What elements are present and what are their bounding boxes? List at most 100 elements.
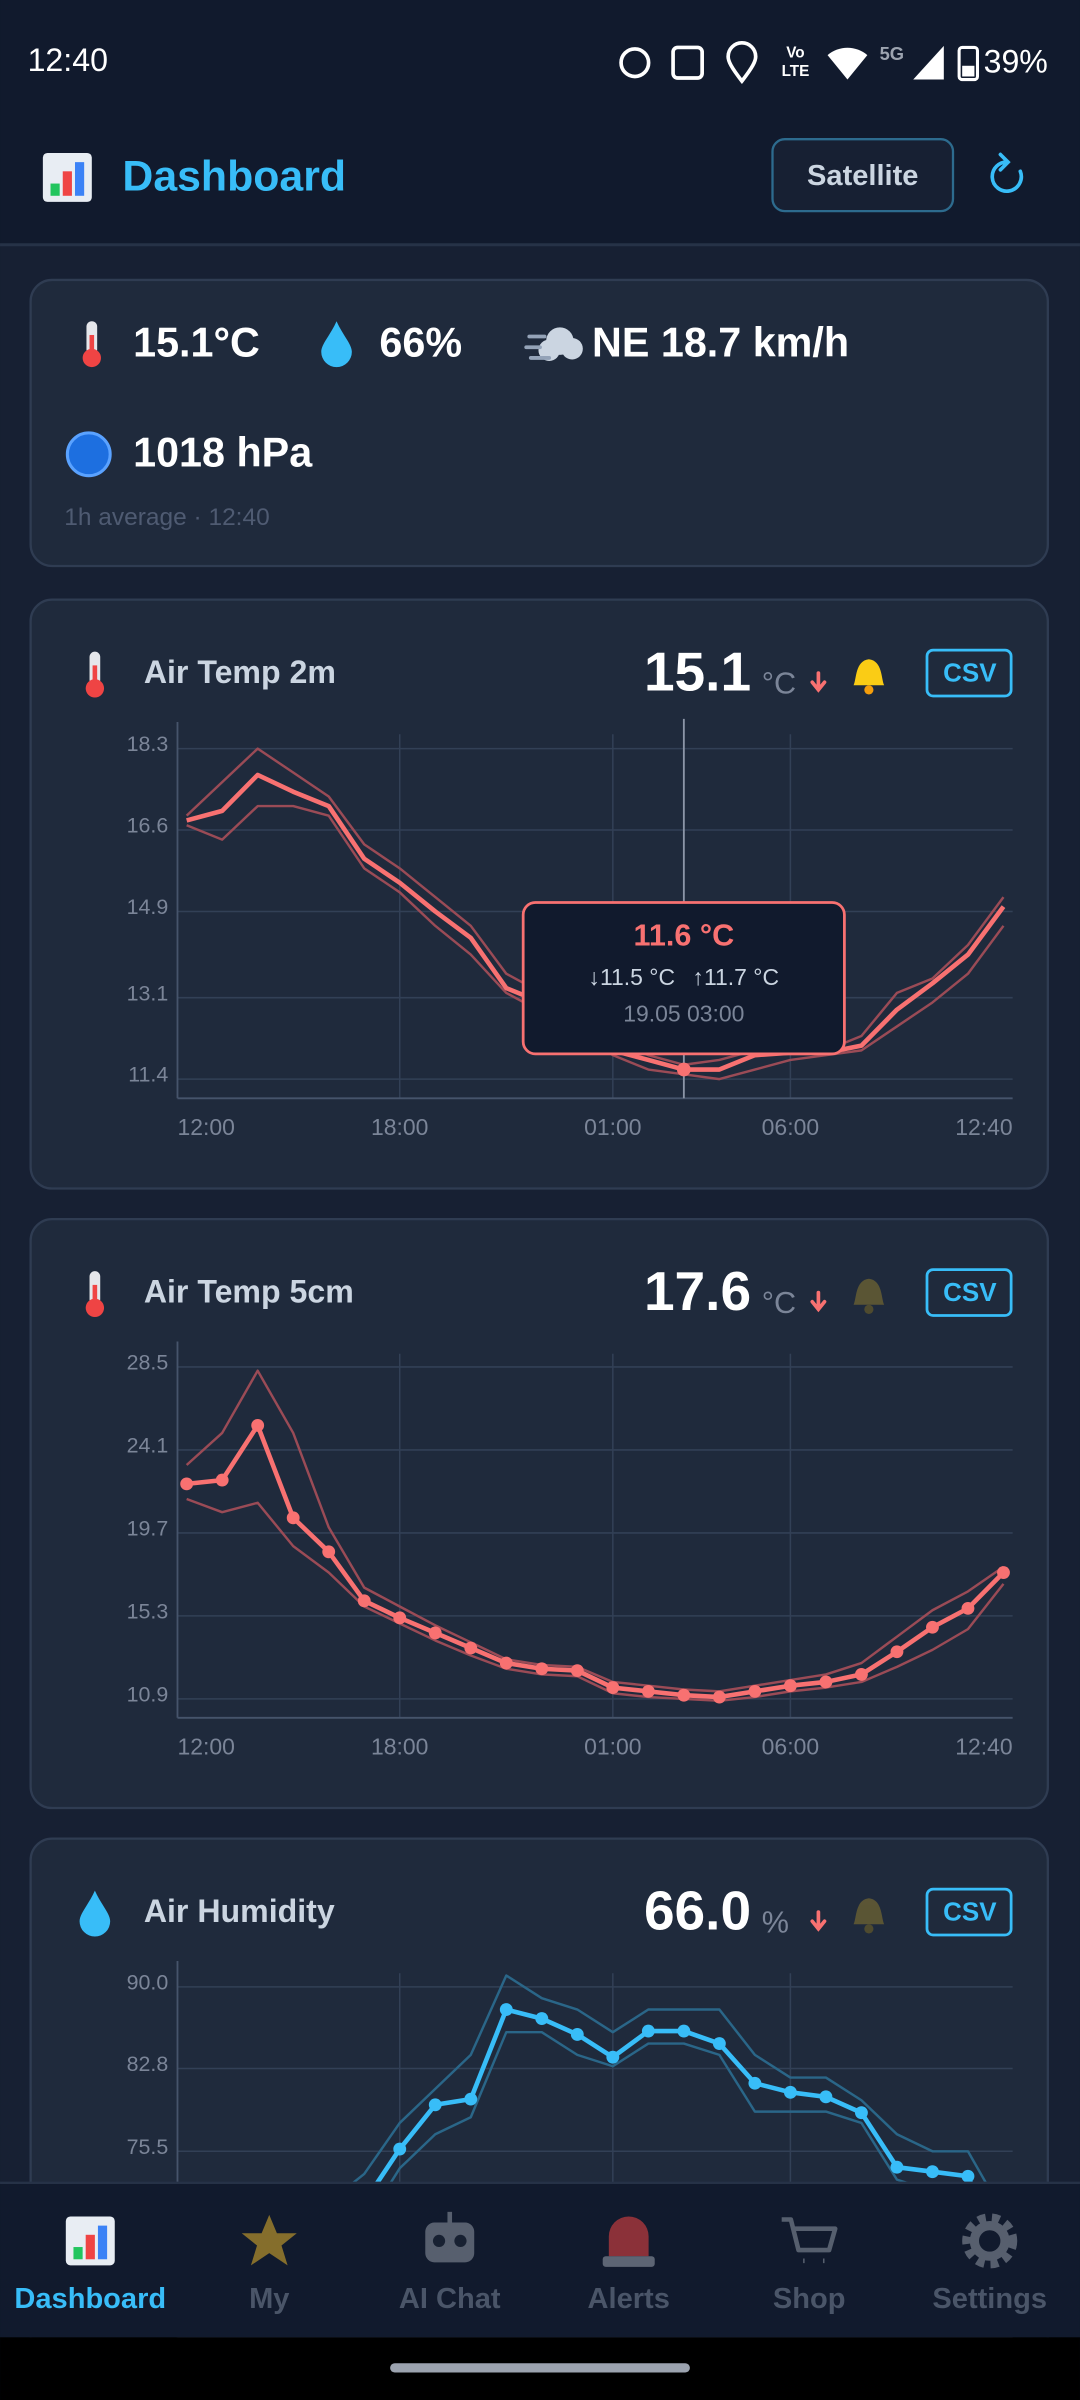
nav-item[interactable]: My — [241, 2214, 297, 2315]
bell-clapper — [864, 1304, 874, 1314]
cloud — [538, 339, 560, 361]
icon-bar — [62, 171, 72, 196]
csv-button[interactable]: CSV — [925, 1268, 1013, 1317]
button-label: CSV — [943, 657, 997, 687]
point — [926, 1620, 939, 1634]
tooltip-max: ↑11.7 °C — [693, 964, 780, 990]
range-line — [185, 1369, 1005, 1693]
nav-item[interactable]: Dashboard — [14, 2216, 166, 2315]
robot-head — [425, 2222, 475, 2263]
robot-icon — [425, 2211, 475, 2263]
bell — [853, 1278, 885, 1314]
y-tick-label: 13.1 — [127, 981, 169, 1005]
icon-bar — [97, 2225, 108, 2260]
volte: LTE — [782, 63, 810, 80]
point — [961, 1601, 975, 1615]
bell-body — [853, 1278, 885, 1305]
nav-item[interactable]: Shop — [773, 2217, 846, 2316]
point — [535, 2012, 549, 2026]
bell-clapper — [864, 685, 874, 695]
nav-label: AI Chat — [399, 2283, 501, 2315]
battery-icon — [957, 45, 980, 82]
gear-icon — [962, 2213, 1018, 2269]
nav-item[interactable]: AI Chat — [399, 2211, 501, 2315]
tooltip-time: 19.05 03:00 — [623, 1001, 744, 1027]
nav-label: Alerts — [588, 2283, 670, 2315]
summary-note: 1h average · 12:40 — [64, 504, 269, 531]
point — [641, 1684, 655, 1698]
trend-down — [810, 1290, 827, 1313]
trend-down — [810, 1910, 827, 1932]
nfc-icon — [671, 45, 704, 80]
unit: °C — [762, 1286, 796, 1320]
battery-percent: 39% — [984, 44, 1048, 80]
summary-value: 66% — [379, 320, 462, 366]
point — [428, 2098, 442, 2112]
plot: 28.5 24.1 19.7 15.3 10.9 12:00 18:00 01:00 06:00… — [127, 1341, 1013, 1759]
point — [322, 1545, 336, 1559]
y-tick-label: 28.5 — [127, 1351, 169, 1375]
x-tick-label: 06:00 — [762, 1733, 819, 1759]
point — [570, 2028, 584, 2041]
location-icon — [726, 41, 758, 85]
card-title: Air Humidity — [144, 1893, 335, 1929]
csv-button[interactable]: CSV — [925, 1887, 1013, 1937]
nav-bar — [0, 2182, 1080, 2338]
gear-body — [969, 2221, 1010, 2261]
drop — [79, 1890, 111, 1937]
current-value: 15.1 — [644, 641, 751, 703]
thermo-bulb — [82, 348, 101, 368]
header: Dashboard Satellite — [42, 138, 1024, 213]
icon-bar — [85, 2234, 95, 2260]
point — [926, 2165, 939, 2179]
bell-body — [853, 659, 885, 686]
x-tick-label: 18:00 — [371, 1114, 428, 1140]
nav-item[interactable]: Settings — [932, 2213, 1047, 2315]
point — [393, 1611, 407, 1625]
bar-icon — [65, 2216, 115, 2266]
series-line — [186, 1423, 1006, 1700]
y-tick-label: 10.9 — [127, 1683, 169, 1707]
csv-button[interactable]: CSV — [925, 648, 1013, 698]
drop — [321, 321, 352, 368]
button-label: Satellite — [807, 160, 918, 192]
y-tick-label: 14.9 — [127, 895, 169, 919]
thermo-bulb — [85, 679, 105, 698]
star-icon — [241, 2214, 297, 2266]
point — [783, 1679, 797, 1693]
point — [997, 1566, 1010, 1579]
robot-eye — [432, 2234, 446, 2248]
card-title: Air Temp 5cm — [144, 1274, 354, 1310]
cloud — [561, 338, 583, 360]
refresh-button[interactable] — [990, 152, 1024, 193]
point — [854, 1667, 868, 1681]
point — [748, 2076, 762, 2090]
refresh-icon — [990, 152, 1024, 193]
point — [677, 2024, 691, 2038]
point — [464, 2092, 478, 2106]
bell-clapper — [864, 1924, 874, 1934]
point — [464, 1641, 478, 1655]
satellite-button[interactable]: Satellite — [771, 138, 955, 213]
summary-value: 1018 hPa — [133, 430, 313, 476]
button-frame — [925, 1887, 1013, 1937]
battery-level — [962, 65, 975, 77]
point — [570, 1664, 584, 1678]
icon-bar — [74, 162, 85, 196]
point — [819, 2090, 833, 2104]
nav-item[interactable]: Alerts — [588, 2216, 670, 2315]
tooltip-value: 11.6 °C — [634, 919, 735, 953]
x-tick-label: 01:00 — [584, 1733, 641, 1759]
network-type: 5G — [880, 43, 904, 64]
siren-icon — [602, 2216, 655, 2267]
button-label: CSV — [943, 1277, 997, 1307]
point — [606, 2050, 620, 2064]
thermo-fill — [92, 1284, 98, 1304]
thermo-fill — [92, 665, 98, 684]
button-frame — [771, 138, 955, 213]
point — [357, 1594, 371, 1608]
y-tick-label: 18.3 — [127, 732, 169, 756]
point — [215, 1473, 229, 1487]
